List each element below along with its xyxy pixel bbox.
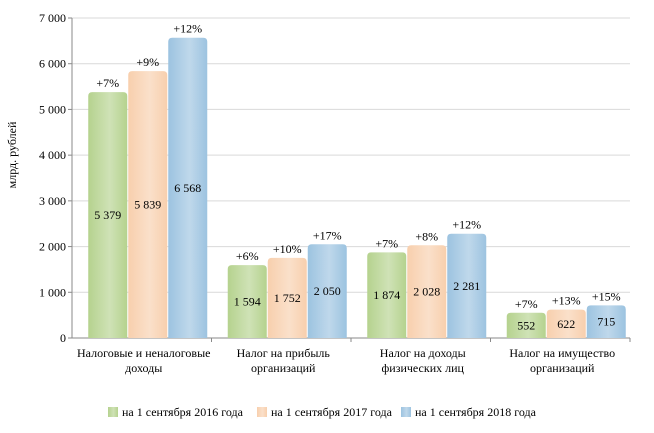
- bar: [447, 233, 487, 338]
- data-label: 2 281: [453, 279, 480, 293]
- category-label: организаций: [530, 361, 595, 375]
- bar: [586, 305, 626, 338]
- data-label: 2 028: [413, 285, 440, 299]
- category-label: Налог на имущество: [509, 346, 615, 360]
- legend-swatch: [257, 407, 267, 417]
- data-label: 2 050: [314, 284, 341, 298]
- y-tick-label: 3 000: [39, 194, 66, 208]
- growth-label: +17%: [313, 228, 342, 242]
- growth-label: +10%: [273, 242, 302, 256]
- bar: [307, 244, 347, 338]
- y-axis: 0 1 000 2 000 3 000 4 000 5 000 6 000 7 000: [39, 11, 73, 345]
- bar: [267, 257, 307, 338]
- legend-label: на 1 сентября 2016 года: [122, 405, 244, 419]
- y-tick-label: 6 000: [39, 57, 66, 71]
- y-tick-label: 1 000: [39, 285, 66, 299]
- growth-label: +6%: [236, 249, 259, 263]
- data-label: 715: [597, 315, 615, 329]
- growth-label: +12%: [173, 22, 202, 36]
- data-label: 552: [517, 318, 535, 332]
- category-label: доходы: [125, 361, 162, 375]
- bar: [88, 92, 128, 338]
- category-label: физических лиц: [382, 361, 465, 375]
- data-label: 1 874: [373, 288, 400, 302]
- bar: [367, 252, 407, 338]
- category-label: Налоговые и неналоговые: [77, 346, 210, 360]
- data-label: 1 594: [234, 295, 261, 309]
- data-label: 6 568: [174, 181, 201, 195]
- legend-label: на 1 сентября 2018 года: [415, 405, 537, 419]
- growth-label: +7%: [515, 297, 538, 311]
- bars: 5 379 +7% 5 839 +9% 6 568 +12% 1 594 +6% 1 752 +1…: [88, 22, 626, 339]
- y-tick-label: 7 000: [39, 11, 66, 25]
- growth-label: +8%: [415, 229, 438, 243]
- y-axis-label: млрд. рублей: [5, 121, 19, 188]
- category-label: организаций: [251, 361, 316, 375]
- legend: на 1 сентября 2016 года на 1 сентября 201…: [108, 405, 537, 419]
- y-tick-label: 5 000: [39, 102, 66, 116]
- data-label: 622: [557, 317, 575, 331]
- legend-swatch: [108, 407, 118, 417]
- growth-label: +7%: [96, 76, 119, 90]
- legend-swatch: [401, 407, 411, 417]
- growth-label: +13%: [552, 294, 581, 308]
- growth-label: +9%: [136, 55, 159, 69]
- growth-label: +7%: [375, 236, 398, 250]
- legend-label: на 1 сентября 2017 года: [271, 405, 393, 419]
- growth-label: +15%: [592, 289, 621, 303]
- data-label: 5 839: [134, 198, 161, 212]
- bar: [168, 37, 208, 339]
- bar: [506, 312, 546, 338]
- data-label: 1 752: [274, 291, 301, 305]
- y-tick-label: 2 000: [39, 240, 66, 254]
- y-tick-label: 0: [60, 331, 66, 345]
- bar: [546, 309, 586, 338]
- bar: [227, 265, 267, 338]
- category-label: Налог на доходы: [380, 346, 466, 360]
- bar: [128, 71, 168, 339]
- growth-label: +12%: [452, 218, 481, 232]
- data-label: 5 379: [94, 208, 121, 222]
- bar: [407, 245, 447, 338]
- category-label: Налог на прибыль: [237, 346, 331, 360]
- y-tick-label: 4 000: [39, 148, 66, 162]
